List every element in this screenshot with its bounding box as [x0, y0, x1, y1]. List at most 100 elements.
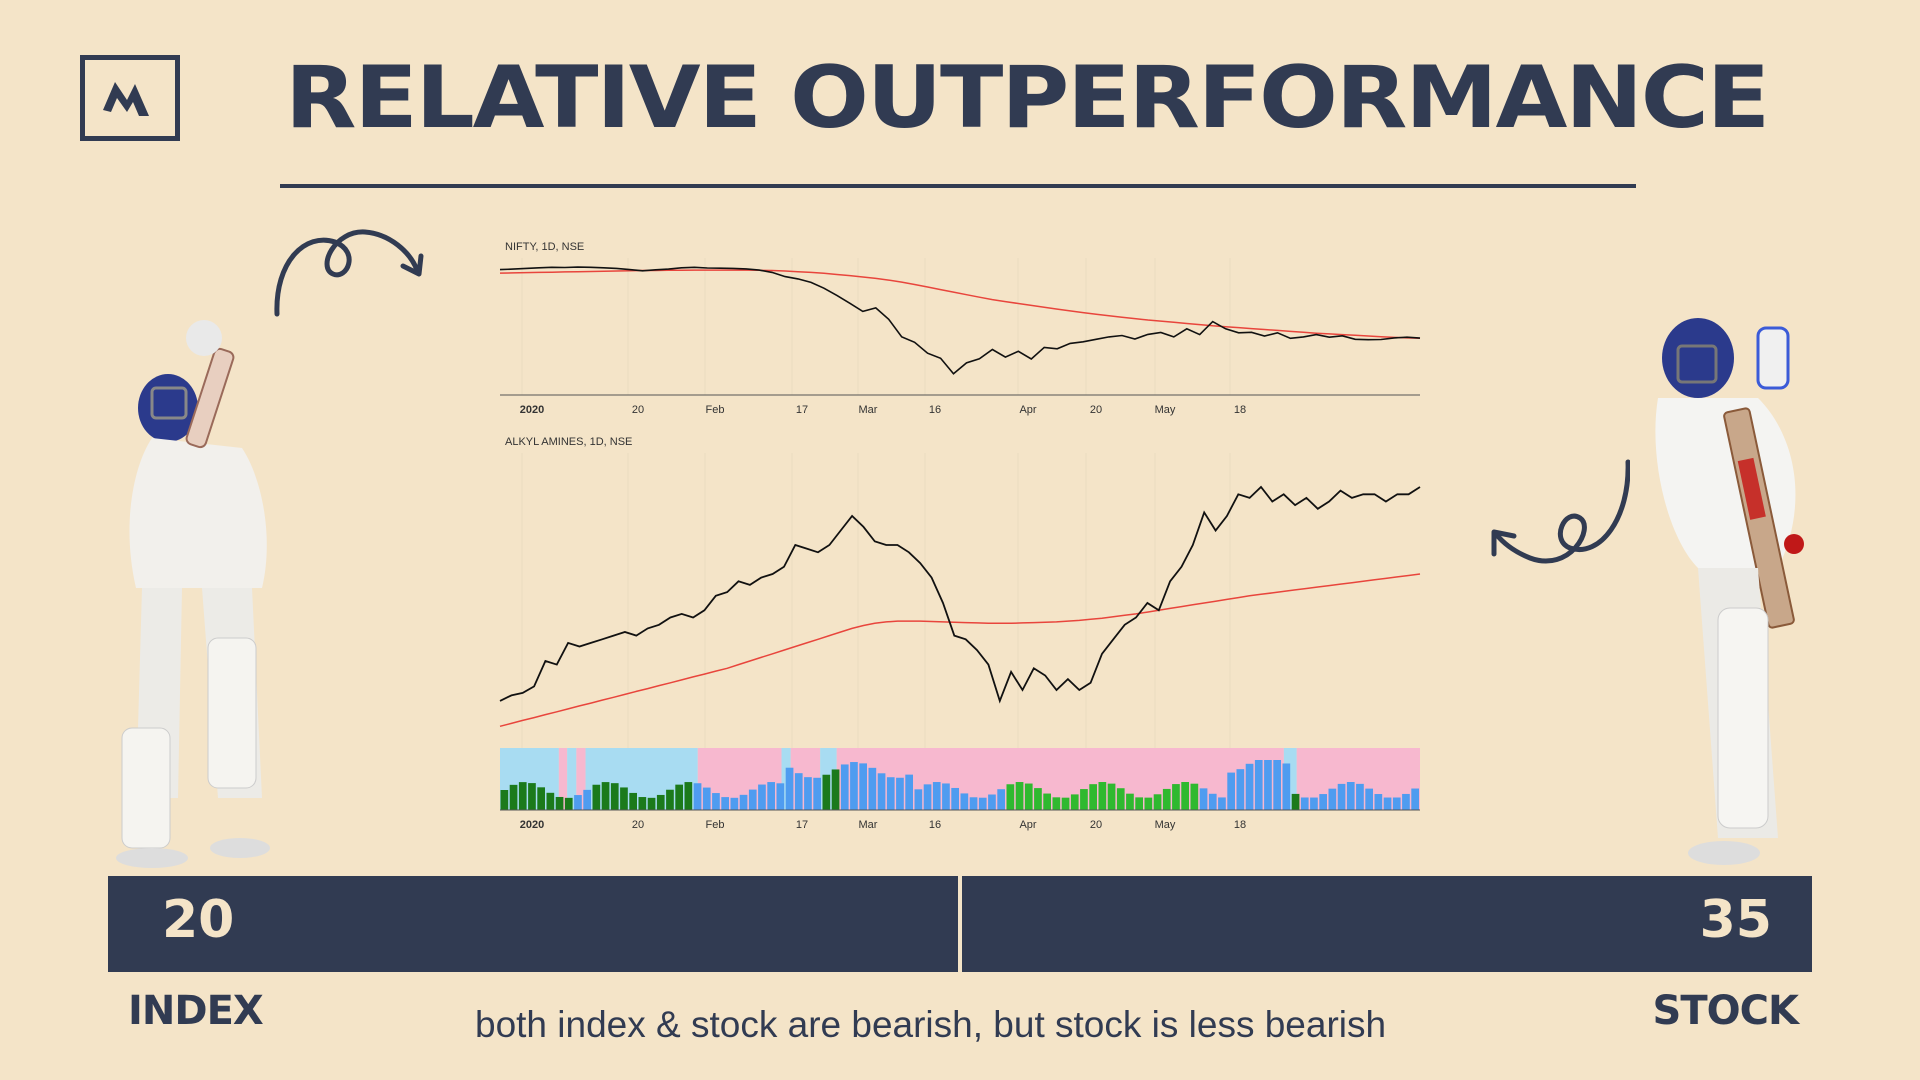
volume-bars	[500, 760, 1419, 810]
volume-bar	[1098, 782, 1107, 810]
x-tick-label: Feb	[706, 819, 725, 831]
brand-logo	[80, 55, 180, 141]
volume-bar	[739, 794, 748, 810]
volume-bar	[905, 774, 913, 810]
volume-bar	[886, 777, 895, 810]
volume-bar	[1273, 760, 1281, 810]
caption-text: both index & stock are bearish, but stoc…	[475, 1004, 1387, 1045]
volume-bar	[610, 783, 619, 810]
volume-bar	[1135, 797, 1143, 810]
volume-bar	[537, 787, 545, 810]
volume-bar	[656, 794, 665, 810]
volume-bar	[1319, 794, 1327, 810]
volume-bar	[1365, 788, 1373, 810]
volume-bar	[1172, 784, 1180, 810]
volume-bar	[1227, 772, 1235, 810]
volume-bar	[1310, 797, 1318, 810]
volume-bar	[896, 777, 904, 810]
volume-bar	[592, 784, 601, 810]
nifty-price-line	[499, 266, 1421, 375]
volume-bar	[748, 789, 757, 810]
volume-bar	[767, 782, 775, 810]
volume-bar	[546, 792, 555, 810]
volume-bar	[675, 784, 683, 810]
stock-charts: NIFTY, 1D, NSE 2020 20 Feb 17 Mar 16 Apr 20 May 1…	[499, 228, 1421, 831]
volume-bar	[684, 782, 693, 810]
curly-arrow-back-icon	[1491, 459, 1630, 564]
index-score: 20	[162, 890, 235, 950]
volume-bar	[1264, 760, 1272, 810]
volume-bar	[822, 774, 831, 810]
volume-bar	[997, 789, 1005, 810]
volume-bar	[1291, 793, 1300, 810]
volume-bar	[850, 762, 858, 810]
left-player-illustration	[116, 320, 270, 868]
volume-bar	[969, 797, 978, 810]
volume-bar	[942, 783, 950, 810]
volume-bar	[1300, 797, 1309, 810]
x-tick-label: 16	[929, 819, 941, 831]
x-tick-label: May	[1155, 819, 1176, 831]
volume-bar	[601, 782, 610, 810]
volume-bar	[932, 782, 941, 810]
volume-bar	[620, 787, 628, 810]
nifty-chart-title: NIFTY, 1D, NSE	[505, 241, 584, 253]
volume-bar	[564, 797, 573, 810]
volume-bar	[785, 767, 794, 810]
volume-bar	[1392, 797, 1401, 810]
volume-bar	[1006, 784, 1015, 810]
x-tick-label: 2020	[520, 404, 544, 416]
volume-bar	[859, 763, 867, 810]
index-score-bar	[108, 876, 958, 972]
x-tick-label: 18	[1234, 404, 1246, 416]
volume-bar	[1190, 783, 1199, 810]
volume-bar	[877, 773, 886, 810]
volume-bar	[1162, 788, 1171, 810]
volume-bar	[1218, 797, 1226, 810]
volume-bar	[1181, 782, 1189, 810]
volume-bar	[960, 793, 969, 810]
volume-bar	[1356, 783, 1364, 810]
volume-bar	[1402, 793, 1410, 810]
volume-bar	[702, 787, 711, 810]
nifty-gridlines	[521, 258, 1231, 395]
volume-bar	[721, 797, 729, 810]
volume-bar	[1245, 763, 1254, 810]
volume-bar	[555, 796, 564, 810]
right-player-illustration	[1655, 318, 1804, 865]
x-tick-label: Mar	[859, 404, 878, 416]
alkyl-price-line	[499, 485, 1421, 704]
x-tick-label: Feb	[706, 404, 725, 416]
volume-bar	[840, 764, 849, 810]
alkyl-gridlines	[521, 453, 1231, 748]
volume-bar	[1089, 784, 1097, 810]
volume-bar	[914, 789, 923, 810]
stock-score: 35	[1699, 890, 1772, 950]
volume-bar	[1411, 788, 1419, 810]
volume-bar	[951, 787, 959, 810]
x-tick-label: Mar	[859, 819, 878, 831]
volume-bar	[1236, 769, 1245, 810]
x-tick-label: Apr	[1019, 404, 1036, 416]
volume-bar	[509, 784, 518, 810]
volume-bar	[638, 797, 647, 810]
volume-bar	[1328, 788, 1337, 810]
volume-bar	[583, 789, 591, 810]
volume-bar	[1346, 782, 1355, 810]
volume-bar	[500, 790, 509, 810]
volume-bar	[758, 784, 766, 810]
x-tick-label: 17	[796, 404, 808, 416]
volume-bar	[794, 773, 803, 810]
volume-bar	[1043, 793, 1051, 810]
volume-bar	[1153, 794, 1162, 810]
volume-bar	[1374, 794, 1383, 810]
volume-bar	[693, 783, 702, 810]
x-tick-label: 20	[632, 404, 644, 416]
volume-bar	[1144, 797, 1153, 810]
volume-bar	[804, 777, 812, 810]
alkyl-chart-title: ALKYL AMINES, 1D, NSE	[505, 436, 632, 448]
alkyl-moving-average-line	[499, 573, 1421, 728]
volume-bar	[574, 795, 582, 810]
volume-bar	[1254, 760, 1263, 810]
stock-score-bar	[962, 876, 1812, 972]
